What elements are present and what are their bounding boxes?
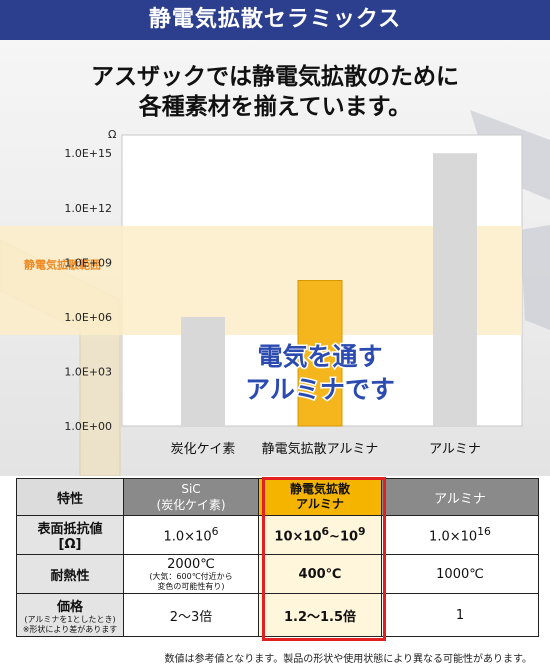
- banner-title: 静電気拡散セラミックス: [0, 0, 550, 40]
- row-label-note: (アルミナを1としたとき): [24, 614, 116, 624]
- annotation-line-1: 電気を通す: [257, 342, 382, 371]
- row-label-heat: 耐熱性: [16, 554, 124, 594]
- header-sic: SiC (炭化ケイ素): [123, 478, 259, 516]
- cell-exponent: 16: [477, 525, 491, 539]
- row-label: 表面抵抗値: [37, 522, 103, 537]
- row-label-unit: [Ω]: [58, 537, 82, 552]
- cell-sic-price: 2～3倍: [123, 593, 259, 637]
- cell-exponent: 6: [211, 525, 219, 539]
- row-label-price: 価格 (アルミナを1としたとき) ※形状により差があります: [16, 593, 124, 637]
- header-sic-sub: (炭化ケイ素): [156, 498, 226, 512]
- y-tick-label: 1.0E+00: [64, 420, 112, 433]
- row-label-note: ※形状により差があります: [22, 624, 118, 634]
- highlight-frame: [262, 477, 386, 641]
- header-property: 特性: [16, 478, 124, 516]
- cell-alu-heat: 1000℃: [381, 554, 539, 594]
- cell-sic-resistance: 1.0×106: [123, 515, 259, 555]
- cell-note: 変色の可能性有り): [157, 581, 225, 591]
- table-row: 耐熱性 2000℃ (大気：600℃付近から 変色の可能性有り) 400℃ 10…: [16, 554, 539, 594]
- y-tick-label: 1.0E+12: [64, 202, 112, 215]
- y-axis-unit: Ω: [108, 128, 116, 141]
- header-alumina: アルミナ: [381, 478, 539, 516]
- cell-alu-resistance: 1.0×1016: [381, 515, 539, 555]
- y-tick-label: 1.0E+09: [64, 256, 112, 269]
- row-label-resistance: 表面抵抗値 [Ω]: [16, 515, 124, 555]
- resistance-chart: 静電気拡散範囲 1.0E+00 1.0E+03 1.0E+06 1.0E+09 1.0E+…: [0, 110, 550, 476]
- band-label: 静電気拡散範囲: [24, 258, 101, 272]
- bar-3: [433, 153, 477, 426]
- cell-mid-heat: 400℃: [258, 554, 382, 594]
- headline-line-2: 各種素材を揃えています。: [138, 94, 412, 120]
- cell-value: 2000℃: [167, 556, 215, 572]
- row-label: 価格: [56, 599, 83, 615]
- footnote: 数値は参考値となります。製品の形状や使用状態により異なる可能性があります。: [164, 654, 533, 665]
- category-label: アルミナ: [429, 442, 481, 457]
- bar-2: [297, 280, 343, 427]
- cell-mid-resistance: 10×106~109: [258, 515, 382, 555]
- hero-section: 静電気拡散範囲 1.0E+00 1.0E+03 1.0E+06 1.0E+09 1.0E+…: [0, 0, 550, 476]
- cell-exponent: 9: [358, 525, 366, 539]
- headline: アスザックでは静電気拡散のために 各種素材を揃えています。: [0, 62, 550, 122]
- cell-value: 10×10: [274, 529, 322, 545]
- y-tick-label: 1.0E+06: [64, 311, 112, 324]
- category-label: 炭化ケイ素: [171, 442, 236, 457]
- table-row: 価格 (アルミナを1としたとき) ※形状により差があります 2～3倍 1.2～1…: [16, 593, 539, 637]
- annotation-line-2: アルミナです: [245, 375, 395, 404]
- headline-line-1: アスザックでは静電気拡散のために: [91, 64, 459, 90]
- cell-value: 1.0×10: [429, 529, 478, 545]
- cell-exponent: 6: [321, 525, 330, 539]
- y-tick-label: 1.0E+03: [64, 365, 112, 378]
- category-label: 静電気拡散アルミナ: [262, 441, 379, 457]
- header-dissipative-1: 静電気拡散: [289, 482, 350, 496]
- header-dissipative-2: アルミナ: [296, 497, 344, 511]
- bar-1: [181, 316, 225, 426]
- comparison-table: 特性 SiC (炭化ケイ素) 静電気拡散 アルミナ アルミナ 表面抵抗値 [Ω]…: [16, 478, 539, 637]
- cell-alu-price: 1: [381, 593, 539, 637]
- cell-value: 1.0×10: [163, 529, 212, 545]
- cell-note: (大気：600℃付近から: [149, 571, 233, 581]
- decoration-shape: [520, 225, 550, 330]
- cell-value-tail: ~10: [329, 529, 359, 545]
- cell-sic-heat: 2000℃ (大気：600℃付近から 変色の可能性有り): [123, 554, 259, 594]
- header-sic-name: SiC: [181, 482, 201, 496]
- cell-mid-price: 1.2～1.5倍: [258, 593, 382, 637]
- y-tick-label: 1.0E+15: [64, 147, 112, 160]
